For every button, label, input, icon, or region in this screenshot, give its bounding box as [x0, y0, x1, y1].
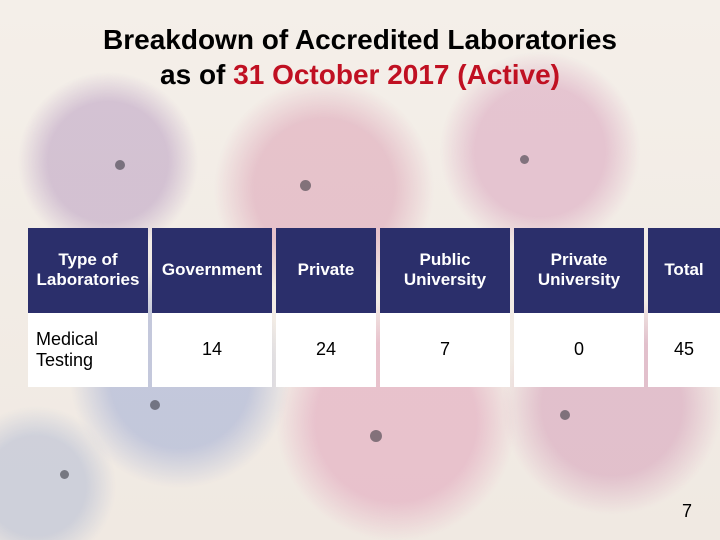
- col-header: Government: [152, 228, 272, 313]
- table-header-row: Type of Laboratories Government Private …: [28, 228, 720, 313]
- title-line2-highlight: 31 October 2017 (Active): [233, 59, 560, 90]
- title-line1: Breakdown of Accredited Laboratories: [0, 22, 720, 57]
- title-line2: as of 31 October 2017 (Active): [0, 57, 720, 92]
- title-line2-prefix: as of: [160, 59, 233, 90]
- col-header: Private University: [514, 228, 644, 313]
- col-header: Private: [276, 228, 376, 313]
- col-header: Type of Laboratories: [28, 228, 148, 313]
- col-header: Total: [648, 228, 720, 313]
- page-number: 7: [682, 501, 692, 522]
- cell: 45: [648, 313, 720, 387]
- cell: 0: [514, 313, 644, 387]
- row-label: Medical Testing: [28, 313, 148, 387]
- col-header: Public University: [380, 228, 510, 313]
- cell: 7: [380, 313, 510, 387]
- labs-table: Type of Laboratories Government Private …: [24, 228, 696, 387]
- slide-title: Breakdown of Accredited Laboratories as …: [0, 22, 720, 92]
- cell: 24: [276, 313, 376, 387]
- table-row: Medical Testing 14 24 7 0 45: [28, 313, 720, 387]
- cell: 14: [152, 313, 272, 387]
